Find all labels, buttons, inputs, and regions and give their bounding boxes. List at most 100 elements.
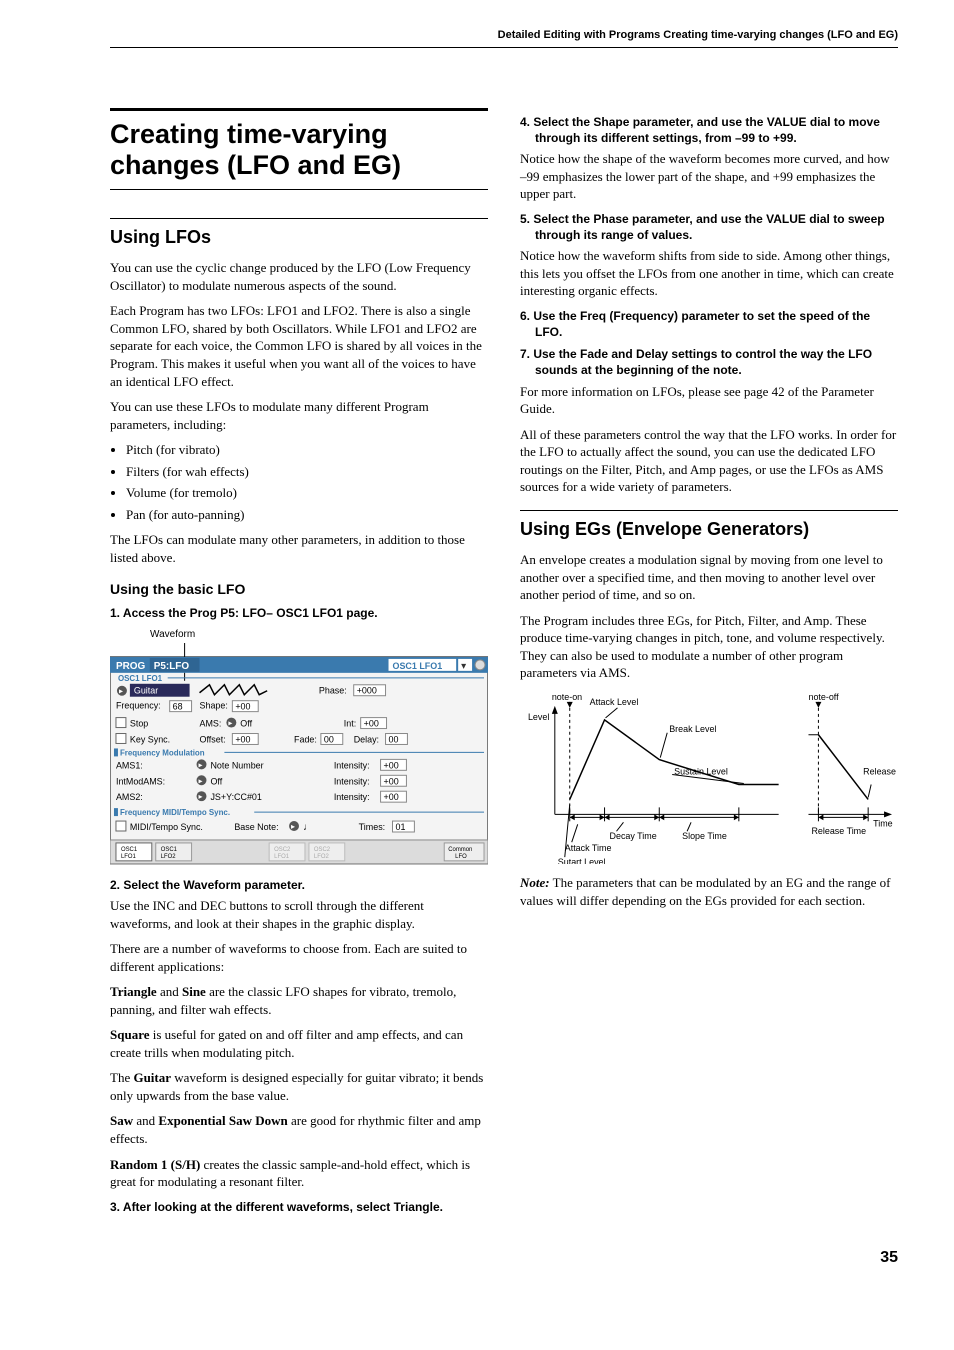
svg-text:▸: ▸ bbox=[199, 792, 203, 801]
svg-text:MIDI/Tempo Sync.: MIDI/Tempo Sync. bbox=[130, 822, 203, 832]
body-text: All of these parameters control the way … bbox=[520, 426, 898, 496]
svg-text:OSC2: OSC2 bbox=[274, 847, 291, 853]
svg-text:Frequency:: Frequency: bbox=[116, 701, 161, 711]
step-5: 5. Select the Phase parameter, and use t… bbox=[520, 211, 898, 243]
svg-text:Key Sync.: Key Sync. bbox=[130, 734, 170, 744]
svg-text:LFO: LFO bbox=[455, 854, 467, 860]
svg-text:AMS1:: AMS1: bbox=[116, 760, 143, 770]
svg-text:▸: ▸ bbox=[119, 687, 123, 696]
svg-text:Off: Off bbox=[240, 719, 252, 729]
body-text: Each Program has two LFOs: LFO1 and LFO2… bbox=[110, 302, 488, 390]
step-6: 6. Use the Freq (Frequency) parameter to… bbox=[520, 308, 898, 340]
svg-text:Stop: Stop bbox=[130, 719, 148, 729]
svg-text:AMS:: AMS: bbox=[200, 719, 222, 729]
svg-text:Off: Off bbox=[210, 776, 222, 786]
body-text: For more information on LFOs, please see… bbox=[520, 383, 898, 418]
list-item: Volume (for tremolo) bbox=[126, 484, 488, 502]
list-item: Filters (for wah effects) bbox=[126, 463, 488, 481]
section-using-egs: Using EGs (Envelope Generators) bbox=[520, 510, 898, 541]
svg-text:+00: +00 bbox=[364, 719, 379, 729]
body-text: Use the INC and DEC buttons to scroll th… bbox=[110, 897, 488, 932]
svg-text:LFO2: LFO2 bbox=[314, 854, 330, 860]
svg-text:Release Time: Release Time bbox=[811, 826, 866, 836]
svg-text:Shape:: Shape: bbox=[200, 701, 228, 711]
svg-text:Sutart Level: Sutart Level bbox=[558, 857, 606, 864]
svg-text:Note Number: Note Number bbox=[210, 760, 263, 770]
svg-text:00: 00 bbox=[324, 734, 334, 744]
svg-text:♩: ♩ bbox=[303, 822, 313, 833]
svg-text:Common: Common bbox=[448, 847, 472, 853]
svg-text:Time: Time bbox=[873, 818, 893, 828]
subheading-basic-lfo: Using the basic LFO bbox=[110, 580, 488, 599]
body-text: Saw and Exponential Saw Down are good fo… bbox=[110, 1112, 488, 1147]
svg-text:+00: +00 bbox=[235, 702, 250, 712]
svg-text:01: 01 bbox=[395, 822, 405, 832]
svg-text:Attack Time: Attack Time bbox=[565, 843, 612, 853]
svg-text:JS+Y:CC#01: JS+Y:CC#01 bbox=[210, 792, 261, 802]
page-number: 35 bbox=[110, 1247, 898, 1269]
svg-text:Int:: Int: bbox=[344, 719, 356, 729]
svg-text:LFO1: LFO1 bbox=[121, 854, 137, 860]
svg-text:Intensity:: Intensity: bbox=[334, 776, 370, 786]
svg-text:▸: ▸ bbox=[228, 719, 232, 728]
svg-text:OSC1 LFO1: OSC1 LFO1 bbox=[118, 674, 163, 683]
right-column: 4. Select the Shape parameter, and use t… bbox=[520, 108, 898, 1219]
body-text: The Guitar waveform is designed especial… bbox=[110, 1069, 488, 1104]
svg-text:▾: ▾ bbox=[461, 661, 466, 672]
body-text: Triangle and Sine are the classic LFO sh… bbox=[110, 983, 488, 1018]
svg-text:note-on: note-on bbox=[552, 692, 582, 702]
step-4: 4. Select the Shape parameter, and use t… bbox=[520, 114, 898, 146]
svg-text:Level: Level bbox=[528, 712, 549, 722]
eg-diagram: Level note-on Attack Level Break Level S… bbox=[520, 690, 898, 864]
svg-text:OSC1 LFO1: OSC1 LFO1 bbox=[393, 661, 443, 671]
svg-text:Frequency MIDI/Tempo Sync.: Frequency MIDI/Tempo Sync. bbox=[120, 808, 230, 817]
svg-text:Fade:: Fade: bbox=[294, 734, 317, 744]
svg-text:▸: ▸ bbox=[199, 776, 203, 785]
svg-text:+00: +00 bbox=[384, 776, 399, 786]
svg-text:Base Note:: Base Note: bbox=[234, 822, 278, 832]
body-text: The Program includes three EGs, for Pitc… bbox=[520, 612, 898, 682]
body-text: An envelope creates a modulation signal … bbox=[520, 551, 898, 604]
svg-text:P5:LFO: P5:LFO bbox=[154, 661, 190, 672]
svg-text:Phase:: Phase: bbox=[319, 686, 347, 696]
svg-text:Guitar: Guitar bbox=[134, 686, 158, 696]
step-2: 2. Select the Waveform parameter. bbox=[110, 877, 488, 893]
svg-text:Release Level: Release Level bbox=[863, 767, 898, 777]
lfo-screenshot: PROG P5:LFO OSC1 LFO1 ▾ OSC1 LFO1 ▸ Guit… bbox=[110, 643, 488, 867]
body-text: Notice how the waveform shifts from side… bbox=[520, 247, 898, 300]
svg-text:▸: ▸ bbox=[199, 760, 203, 769]
svg-text:OSC1: OSC1 bbox=[121, 847, 138, 853]
list-item: Pitch (for vibrato) bbox=[126, 441, 488, 459]
step-3: 3. After looking at the different wavefo… bbox=[110, 1199, 488, 1215]
figure-callout-label: Waveform bbox=[150, 628, 488, 642]
svg-text:Frequency Modulation: Frequency Modulation bbox=[120, 748, 205, 757]
svg-text:+00: +00 bbox=[384, 792, 399, 802]
step-7: 7. Use the Fade and Delay settings to co… bbox=[520, 346, 898, 378]
svg-text:OSC2: OSC2 bbox=[314, 847, 331, 853]
step-1: 1. Access the Prog P5: LFO– OSC1 LFO1 pa… bbox=[110, 605, 488, 621]
body-text: You can use the cyclic change produced b… bbox=[110, 259, 488, 294]
section-using-lfos: Using LFOs bbox=[110, 218, 488, 249]
svg-text:AMS2:: AMS2: bbox=[116, 792, 143, 802]
svg-text:68: 68 bbox=[173, 702, 183, 712]
body-text: Notice how the shape of the waveform bec… bbox=[520, 150, 898, 203]
svg-text:+00: +00 bbox=[384, 760, 399, 770]
svg-text:Delay:: Delay: bbox=[354, 734, 379, 744]
body-text: There are a number of waveforms to choos… bbox=[110, 940, 488, 975]
svg-text:Intensity:: Intensity: bbox=[334, 792, 370, 802]
list-item: Pan (for auto-panning) bbox=[126, 506, 488, 524]
svg-text:Slope Time: Slope Time bbox=[682, 831, 727, 841]
note-text: Note: The parameters that can be modulat… bbox=[520, 874, 898, 909]
svg-text:Sustain Level: Sustain Level bbox=[674, 767, 728, 777]
left-column: Creating time-varying changes (LFO and E… bbox=[110, 108, 488, 1219]
svg-text:00: 00 bbox=[389, 734, 399, 744]
body-text: Random 1 (S/H) creates the classic sampl… bbox=[110, 1156, 488, 1191]
page-breadcrumb: Detailed Editing with Programs Creating … bbox=[110, 28, 898, 48]
body-text: Square is useful for gated on and off fi… bbox=[110, 1026, 488, 1061]
svg-text:Break Level: Break Level bbox=[669, 724, 716, 734]
svg-text:LFO1: LFO1 bbox=[274, 854, 290, 860]
body-text: You can use these LFOs to modulate many … bbox=[110, 398, 488, 433]
svg-text:OSC1: OSC1 bbox=[161, 847, 178, 853]
svg-text:+000: +000 bbox=[357, 686, 377, 696]
svg-text:Times:: Times: bbox=[359, 822, 385, 832]
